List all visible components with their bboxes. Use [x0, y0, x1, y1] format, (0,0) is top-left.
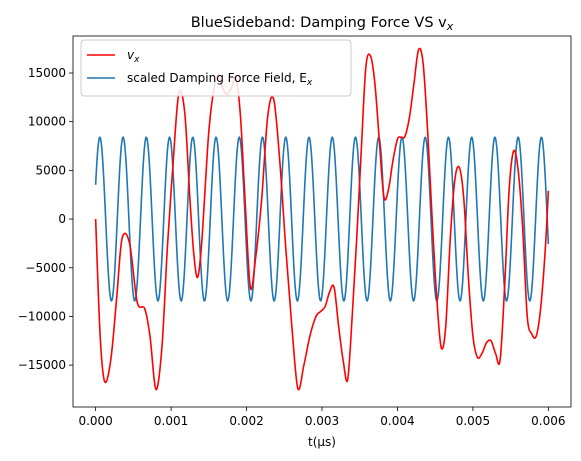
- legend-label-ex-sub: x: [306, 78, 313, 88]
- x-tick-label: 0.004: [380, 414, 414, 428]
- legend-label-vx-sub: x: [133, 55, 140, 65]
- x-axis-label: t(μs): [308, 435, 336, 449]
- y-axis-ticks: −15000 −10000 −5000 0 5000 10000 15000: [18, 66, 73, 372]
- x-axis-ticks: 0.000 0.001 0.002 0.003 0.004 0.005 0.006: [78, 407, 566, 428]
- y-tick-label: 10000: [28, 115, 66, 129]
- legend-label-vx: vx: [127, 48, 140, 65]
- y-tick-label: −5000: [25, 261, 66, 275]
- y-tick-label: 0: [58, 212, 66, 226]
- legend-label-ex-main: scaled Damping Force Field, E: [127, 71, 307, 85]
- series-line-vx: [94, 47, 550, 391]
- y-tick-label: −15000: [18, 358, 66, 372]
- legend-label-vx-main: v: [127, 48, 135, 62]
- plot-lines: [94, 47, 550, 391]
- chart-title-subscript: x: [446, 20, 454, 33]
- y-tick-label: 15000: [28, 66, 66, 80]
- chart-title-text: BlueSideband: Damping Force VS v: [191, 15, 447, 31]
- x-tick-label: 0.001: [154, 414, 188, 428]
- legend-label-ex: scaled Damping Force Field, Ex: [127, 71, 313, 88]
- series-line-ex: [94, 136, 550, 303]
- y-tick-label: 5000: [35, 163, 66, 177]
- legend-box: [80, 39, 352, 97]
- x-tick-label: 0.002: [229, 414, 263, 428]
- x-tick-label: 0.006: [531, 414, 565, 428]
- x-tick-label: 0.003: [305, 414, 339, 428]
- chart-title: BlueSideband: Damping Force VS vx: [191, 15, 454, 33]
- x-tick-label: 0.000: [78, 414, 112, 428]
- y-tick-label: −10000: [18, 309, 66, 323]
- x-tick-label: 0.005: [456, 414, 490, 428]
- legend: vx scaled Damping Force Field, Ex: [80, 39, 352, 97]
